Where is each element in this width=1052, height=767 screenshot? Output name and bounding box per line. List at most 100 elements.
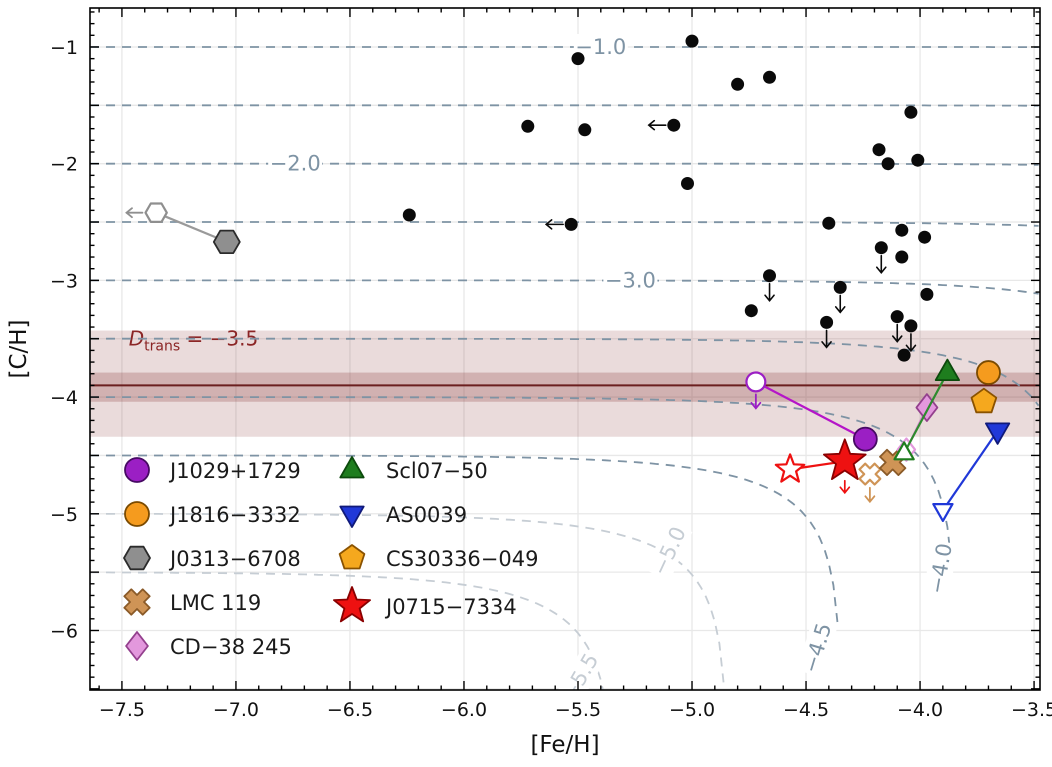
contour-label: −3.0 xyxy=(605,268,656,292)
legend-label: J0715−7334 xyxy=(384,595,517,619)
legend-label: LMC 119 xyxy=(170,591,261,615)
x-tick-label: −5.0 xyxy=(669,699,715,721)
legend-label: AS0039 xyxy=(386,503,467,527)
legend-item: J0715−7334 xyxy=(332,586,517,623)
x-tick-label: −6.5 xyxy=(327,699,373,721)
field-star-point xyxy=(685,34,699,48)
field-star-point xyxy=(881,157,895,171)
contour-label-background xyxy=(603,267,658,294)
legend-item: CD−38 245 xyxy=(125,631,292,661)
upper-limit-arrow xyxy=(764,282,775,302)
contour-line xyxy=(90,454,839,628)
triangle-down-filled-marker xyxy=(985,422,1011,445)
legend-label: J1029+1729 xyxy=(168,459,301,483)
legend-label: CS30336−049 xyxy=(386,547,538,571)
contour-label-background xyxy=(268,150,323,177)
upper-limit-arrow xyxy=(821,329,832,349)
diamond-legend-marker xyxy=(125,631,149,661)
axes: −7.5 −7.0 −6.5 −6.0 −5.5 −5.0 −4.5 −4.0 −3.5 −1 −2… xyxy=(50,7,1052,721)
upper-limit-arrow xyxy=(839,479,851,495)
contour-label: −5.5 xyxy=(557,649,603,705)
legend-item: Scl07−50 xyxy=(339,456,488,483)
field-star-point xyxy=(897,348,911,362)
dtrans-outer-band xyxy=(90,330,1040,437)
legend-item: J0313−6708 xyxy=(123,545,301,571)
triangle-up-legend-marker xyxy=(339,456,365,479)
upper-limit-arrow xyxy=(891,323,903,343)
upper-limit-arrow xyxy=(750,393,762,410)
field-star-point xyxy=(820,315,834,329)
legend-item: J1029+1729 xyxy=(124,457,301,483)
x-tick-label: −4.0 xyxy=(897,699,943,721)
contour-line xyxy=(90,571,604,690)
pair-connector-line xyxy=(755,380,866,441)
contour-label-background xyxy=(555,647,606,690)
left-limit-arrow xyxy=(125,207,144,219)
dtrans-band: Dtrans = −3.5 xyxy=(90,327,1040,437)
legend-label: J0313−6708 xyxy=(168,547,301,571)
legend-item: J1816−3332 xyxy=(124,501,301,527)
field-star-point xyxy=(904,319,918,333)
legend: J1029+1729 J1816−3332 J0313−6708 LMC 119 CD−… xyxy=(123,456,538,661)
plot-frame xyxy=(89,7,1041,691)
pair-connector-line xyxy=(941,430,999,511)
upper-limit-arrow xyxy=(864,486,876,504)
field-star-point xyxy=(681,177,694,190)
field-star-point xyxy=(521,119,535,133)
contour-lines: −1.0 −2.0 −3.0 −4.0 −4.5 −5.0 −5.5 xyxy=(90,34,1040,705)
upper-limit-arrow xyxy=(834,294,846,314)
y-tick-label: −3 xyxy=(50,270,78,292)
upper-limit-arrow xyxy=(905,333,917,353)
x-legend-marker xyxy=(123,588,151,616)
x-tick-label: −7.5 xyxy=(99,699,145,721)
contour-label-group: −4.0 xyxy=(923,539,959,598)
contour-label-group: −2.0 xyxy=(268,150,323,177)
pair-connector-line xyxy=(903,372,949,454)
field-star-point xyxy=(578,123,592,137)
contour-label: −5.0 xyxy=(648,523,691,579)
y-tick-label: −5 xyxy=(50,504,78,526)
dtrans-inner-band xyxy=(90,372,1040,402)
y-tick-label: −4 xyxy=(50,387,78,409)
legend-item: LMC 119 xyxy=(123,588,261,616)
left-limit-arrow xyxy=(647,119,667,131)
legend-item: AS0039 xyxy=(339,503,467,528)
field-star-point xyxy=(920,287,934,301)
star-legend-marker xyxy=(332,586,372,623)
field-star-point xyxy=(918,230,932,244)
contour-label-group: −4.5 xyxy=(797,618,838,678)
field-star-point xyxy=(833,280,847,294)
star-filled-marker xyxy=(823,438,867,481)
contour-label-group: −3.0 xyxy=(603,267,658,294)
field-star-point xyxy=(564,217,578,231)
x-axis-label: [Fe/H] xyxy=(530,732,599,758)
pentagon-filled-marker xyxy=(970,387,998,414)
field-star-point xyxy=(895,250,909,264)
field-star-point xyxy=(874,241,888,255)
y-axis-label: [C/H] xyxy=(6,319,32,378)
legend-label: CD−38 245 xyxy=(170,635,292,659)
triangle-up-open-marker xyxy=(893,441,915,461)
contour-label: −1.0 xyxy=(575,35,626,59)
field-star-point xyxy=(667,118,681,132)
y-tick-label: −6 xyxy=(50,620,78,642)
contour-label: −2.0 xyxy=(270,152,321,176)
contour-label-background xyxy=(797,618,838,678)
field-star-point xyxy=(872,143,886,157)
field-star-point xyxy=(911,153,925,167)
left-limit-arrow xyxy=(544,219,564,230)
triangle-down-open-marker xyxy=(932,503,954,523)
contour-label-background xyxy=(646,521,693,582)
pair-connector-line xyxy=(155,211,228,243)
field-star-point xyxy=(822,216,836,230)
field-star-point xyxy=(731,77,745,91)
named-star-markers xyxy=(125,202,1011,523)
pentagon-legend-marker xyxy=(338,544,366,570)
star-open-marker xyxy=(774,453,806,483)
legend-label: J1816−3332 xyxy=(168,503,301,527)
circle-legend-marker xyxy=(124,457,150,483)
hexagon-filled-marker xyxy=(212,229,241,255)
x-tick-label: −7.0 xyxy=(213,699,259,721)
contour-line xyxy=(90,162,1039,166)
